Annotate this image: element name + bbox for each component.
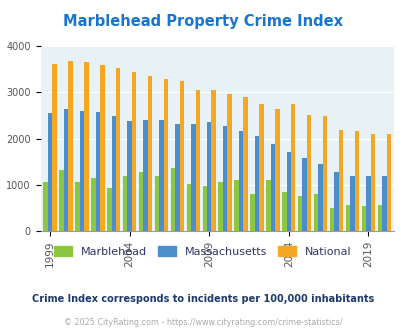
Bar (338, 130, 342, 231)
Bar (52, 64, 57, 231)
Text: Crime Index corresponds to incidents per 100,000 inhabitants: Crime Index corresponds to incidents per… (32, 294, 373, 304)
Bar (238, 131, 243, 231)
Text: © 2025 CityRating.com - https://www.cityrating.com/crime-statistics/: © 2025 CityRating.com - https://www.city… (64, 318, 341, 327)
Bar (191, 124, 195, 231)
Bar (75, 182, 79, 231)
Bar (270, 144, 275, 231)
Bar (350, 176, 354, 231)
Bar (186, 184, 191, 231)
Bar (175, 124, 179, 231)
Bar (116, 68, 120, 231)
Bar (286, 152, 290, 231)
Bar (96, 112, 100, 231)
Bar (306, 115, 311, 231)
Bar (370, 134, 374, 231)
Bar (313, 194, 318, 231)
Bar (365, 176, 370, 231)
Bar (266, 180, 270, 231)
Bar (107, 188, 111, 231)
Bar (147, 76, 152, 231)
Bar (84, 62, 88, 231)
Bar (207, 122, 211, 231)
Bar (68, 61, 72, 231)
Bar (154, 176, 159, 231)
Bar (79, 111, 84, 231)
Bar (171, 168, 175, 231)
Bar (254, 136, 258, 231)
Bar (195, 90, 200, 231)
Bar (159, 120, 163, 231)
Bar (281, 192, 286, 231)
Bar (290, 104, 295, 231)
Bar (302, 158, 306, 231)
Bar (132, 72, 136, 231)
Bar (322, 116, 326, 231)
Legend: Marblehead, Massachusetts, National: Marblehead, Massachusetts, National (51, 243, 354, 260)
Bar (345, 205, 350, 231)
Bar (243, 97, 247, 231)
Bar (43, 182, 48, 231)
Bar (91, 178, 96, 231)
Bar (163, 79, 168, 231)
Bar (227, 94, 231, 231)
Bar (59, 170, 64, 231)
Bar (64, 110, 68, 231)
Bar (222, 126, 227, 231)
Bar (234, 180, 238, 231)
Text: Marblehead Property Crime Index: Marblehead Property Crime Index (63, 14, 342, 29)
Bar (258, 104, 263, 231)
Bar (202, 186, 207, 231)
Bar (218, 182, 222, 231)
Bar (377, 205, 381, 231)
Bar (275, 109, 279, 231)
Bar (361, 206, 365, 231)
Bar (211, 90, 215, 231)
Bar (179, 81, 183, 231)
Bar (333, 172, 338, 231)
Bar (297, 196, 302, 231)
Bar (250, 194, 254, 231)
Bar (123, 177, 127, 231)
Bar (381, 177, 386, 231)
Bar (127, 121, 132, 231)
Bar (48, 113, 52, 231)
Bar (318, 164, 322, 231)
Bar (329, 208, 333, 231)
Bar (143, 120, 147, 231)
Bar (139, 172, 143, 231)
Bar (100, 65, 104, 231)
Bar (111, 116, 116, 231)
Bar (386, 134, 390, 231)
Bar (354, 131, 358, 231)
